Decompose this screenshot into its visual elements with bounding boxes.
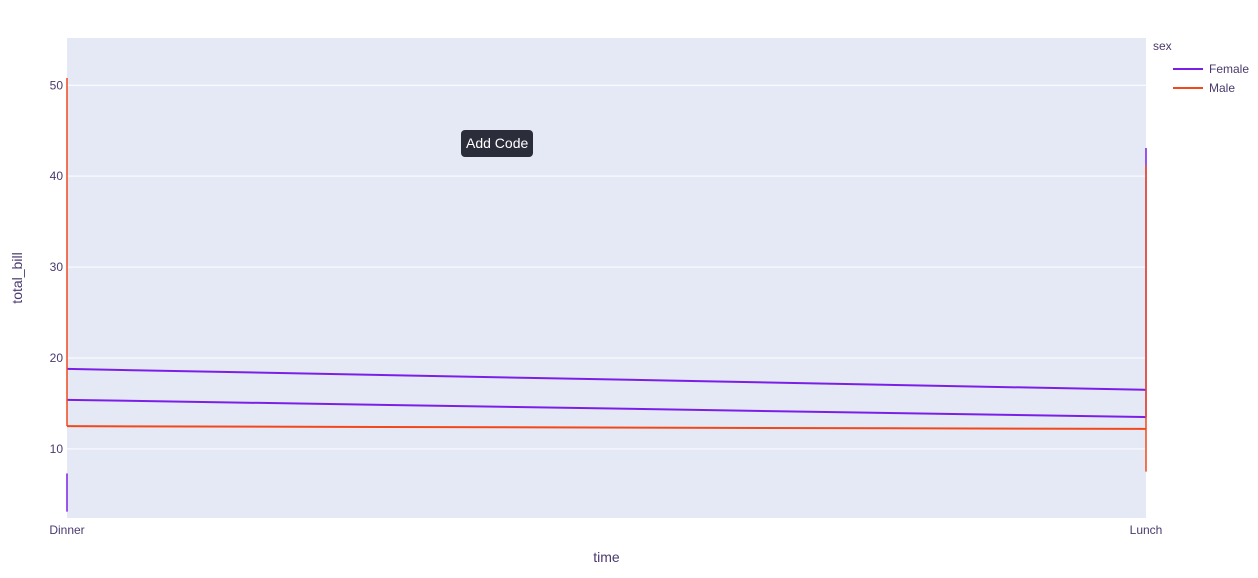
add-code-tooltip: Add Code: [461, 130, 534, 157]
y-axis-ticks: 10 20 30 40 50: [50, 78, 64, 456]
y-tick-label: 50: [50, 78, 64, 92]
legend-label: Male: [1209, 81, 1235, 95]
plot-area: [67, 38, 1146, 518]
legend[interactable]: sex Female Male: [1153, 39, 1249, 95]
legend-item-male[interactable]: Male: [1173, 81, 1235, 95]
y-tick-label: 10: [50, 442, 64, 456]
series-line-male: [66, 425, 1147, 430]
series-line-female: [66, 398, 1147, 419]
gridlines: [67, 84, 1146, 450]
legend-label: Female: [1209, 62, 1249, 76]
legend-title: sex: [1153, 39, 1172, 53]
x-axis-title: time: [593, 549, 620, 565]
series-line-female: [66, 367, 1147, 391]
x-tick-label: Dinner: [49, 523, 84, 537]
x-axis-ticks: Dinner Lunch: [49, 523, 1162, 537]
y-tick-label: 20: [50, 351, 64, 365]
y-tick-label: 40: [50, 169, 64, 183]
legend-item-female[interactable]: Female: [1173, 62, 1249, 76]
series-lines: [66, 78, 1147, 512]
y-tick-label: 30: [50, 260, 64, 274]
y-axis-title: total_bill: [9, 252, 25, 303]
x-tick-label: Lunch: [1130, 523, 1163, 537]
